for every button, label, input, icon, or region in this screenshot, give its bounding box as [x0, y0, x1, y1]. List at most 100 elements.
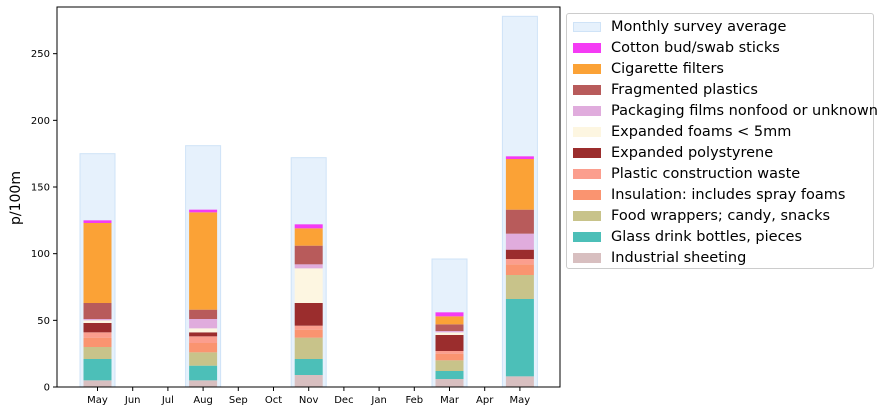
bar-segment: [435, 353, 464, 361]
bar-segment: [505, 376, 534, 387]
legend-item: Expanded foams < 5mm: [573, 122, 791, 142]
y-tick-label: 200: [31, 116, 50, 127]
bar-segment: [294, 325, 323, 330]
bar-segment: [294, 245, 323, 265]
legend-swatch: [573, 85, 601, 95]
bar-segment: [189, 319, 218, 329]
legend-item: Expanded polystyrene: [573, 143, 773, 163]
bar-segment: [435, 316, 464, 325]
bar-segment: [83, 380, 112, 387]
legend-item: Fragmented plastics: [573, 80, 758, 100]
bar-segment: [505, 159, 534, 210]
bar-segment: [83, 332, 112, 338]
y-axis-label: p/100m: [8, 171, 24, 225]
bar-segment: [435, 360, 464, 371]
legend-item: Cigarette filters: [573, 59, 724, 79]
bar-segment: [189, 365, 218, 381]
bar-segment: [294, 329, 323, 338]
bar-segment: [83, 347, 112, 359]
bar-segment: [189, 343, 218, 353]
y-tick-label: 50: [37, 316, 50, 327]
x-tick-label: Apr: [476, 395, 494, 406]
bar-segment: [505, 264, 534, 275]
x-tick-label: Nov: [299, 395, 319, 406]
x-tick-label: Jun: [124, 395, 141, 406]
legend-swatch: [573, 64, 601, 74]
legend-label: Food wrappers; candy, snacks: [611, 208, 831, 224]
legend-label: Insulation: includes spray foams: [611, 187, 846, 203]
bar-segment: [83, 323, 112, 333]
legend-swatch: [573, 253, 601, 263]
stacked-segments: [83, 156, 534, 387]
legend-label: Expanded polystyrene: [611, 145, 774, 161]
legend-label: Industrial sheeting: [611, 250, 747, 266]
legend-item: Glass drink bottles, pieces: [573, 227, 802, 247]
bar-segment: [505, 249, 534, 259]
legend-label: Packaging films nonfood or unknown: [611, 103, 878, 119]
bar-segment: [435, 379, 464, 387]
x-tick-label: Sep: [229, 395, 248, 406]
bar-segment: [435, 324, 464, 331]
legend: Monthly survey average Cotton bud/swab st…: [566, 13, 878, 269]
bar-segment: [189, 380, 218, 387]
bar-segment: [83, 319, 112, 321]
x-ticks: May Jun Jul Aug Sep Oct Nov Dec Jan Feb Mar Apr May: [87, 387, 530, 406]
bar-segment: [505, 209, 534, 234]
y-tick-label: 100: [31, 249, 50, 260]
bar-segment: [294, 224, 323, 229]
legend-swatch: [573, 169, 601, 179]
x-tick-label: Oct: [265, 395, 282, 406]
bar-segment: [505, 299, 534, 377]
legend-label: Cigarette filters: [611, 61, 724, 77]
bar-segment: [294, 268, 323, 303]
bar-segment: [294, 264, 323, 269]
bar-segment: [189, 336, 218, 343]
legend-item: Packaging films nonfood or unknown: [573, 101, 878, 121]
bar-segment: [83, 303, 112, 319]
legend-label: Expanded foams < 5mm: [611, 124, 792, 140]
legend-swatch: [573, 127, 601, 137]
legend-swatch: [573, 148, 601, 158]
y-tick-label: 0: [44, 383, 50, 394]
bar-segment: [189, 309, 218, 319]
legend-swatch: [573, 22, 601, 32]
bar-segment: [435, 332, 464, 335]
legend-item: Food wrappers; candy, snacks: [573, 206, 830, 226]
x-tick-label: Aug: [193, 395, 213, 406]
legend-item: Plastic construction waste: [573, 164, 800, 184]
x-tick-label: May: [510, 395, 531, 406]
legend-label: Monthly survey average: [611, 19, 787, 35]
y-tick-label: 150: [31, 183, 50, 194]
legend-item: Insulation: includes spray foams: [573, 185, 845, 205]
bar-segment: [294, 375, 323, 387]
bar-segment: [435, 312, 464, 317]
legend-item: Monthly survey average: [573, 17, 786, 37]
legend-label: Plastic construction waste: [611, 166, 801, 182]
bar-segment: [83, 359, 112, 381]
bar-segment: [294, 337, 323, 359]
bar-segment: [435, 335, 464, 351]
bar-segment: [189, 209, 218, 213]
bar-segment: [294, 359, 323, 375]
bar-segment: [505, 156, 534, 159]
legend-item: Cotton bud/swab sticks: [573, 38, 780, 58]
bar-segment: [435, 371, 464, 379]
x-tick-label: Feb: [405, 395, 423, 406]
bar-segment: [189, 332, 218, 337]
bar-segment: [435, 331, 464, 333]
bar-segment: [83, 223, 112, 303]
legend-swatch: [573, 232, 601, 242]
legend-swatch: [573, 190, 601, 200]
bar-segment: [505, 233, 534, 250]
legend-swatch: [573, 106, 601, 116]
legend-label: Cotton bud/swab sticks: [611, 40, 780, 56]
x-tick-label: May: [87, 395, 108, 406]
bar-segment: [83, 220, 112, 223]
y-tick-label: 250: [31, 49, 50, 60]
legend-item: Industrial sheeting: [573, 248, 746, 268]
legend-swatch: [573, 43, 601, 53]
bar-segment: [189, 328, 218, 333]
bar-segment: [294, 228, 323, 246]
bar-segment: [505, 275, 534, 299]
